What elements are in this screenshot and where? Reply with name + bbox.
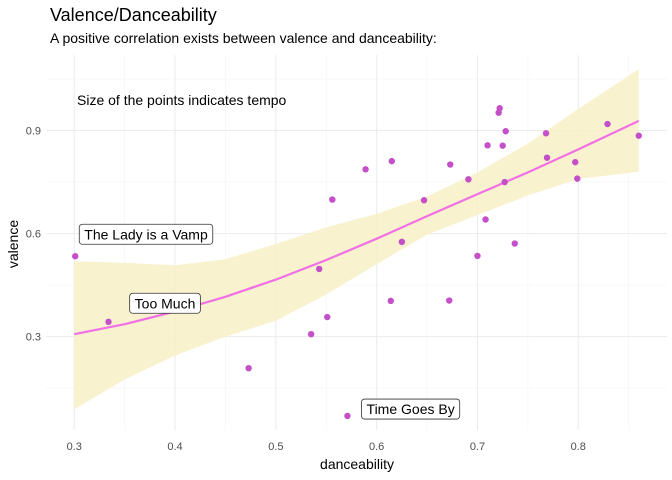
data-point xyxy=(499,142,506,149)
data-point xyxy=(542,130,550,137)
data-point xyxy=(315,265,323,273)
data-point xyxy=(329,196,336,203)
chart-title: Valence/Danceability xyxy=(50,5,217,25)
data-point xyxy=(482,216,489,223)
data-point xyxy=(388,157,395,165)
data-points xyxy=(72,105,642,420)
y-tick-label: 0.3 xyxy=(26,332,41,344)
x-tick-label: 0.8 xyxy=(571,441,586,453)
song-labels: The Lady is a Vamp Too Much Time Goes By xyxy=(78,223,461,420)
data-point xyxy=(496,105,503,112)
x-tick-label: 0.3 xyxy=(67,441,82,453)
x-tick-label: 0.4 xyxy=(167,441,182,453)
data-point xyxy=(502,128,509,135)
data-point xyxy=(604,120,611,128)
song-label-text: Time Goes By xyxy=(367,401,455,417)
song-label-box xyxy=(78,223,214,245)
y-tick-label: 0.9 xyxy=(26,126,41,138)
y-axis-title: valence xyxy=(5,220,21,268)
data-point xyxy=(362,166,369,173)
data-point xyxy=(446,297,453,304)
song-label-text: The Lady is a Vamp xyxy=(84,226,208,242)
x-tick-label: 0.7 xyxy=(470,441,485,453)
data-point xyxy=(447,161,454,168)
data-point xyxy=(324,313,331,321)
data-point xyxy=(484,142,491,149)
data-point xyxy=(501,178,508,186)
data-point xyxy=(465,176,472,183)
chart-subtitle: A positive correlation exists between va… xyxy=(50,30,437,46)
song-label: Time Goes By xyxy=(361,398,461,420)
data-point xyxy=(635,132,642,139)
song-label-box xyxy=(361,398,461,420)
data-point xyxy=(511,240,518,247)
x-tick-label: 0.6 xyxy=(369,441,384,453)
confidence-band-area xyxy=(74,69,639,410)
data-point xyxy=(72,253,79,260)
data-point xyxy=(398,238,406,246)
song-label: The Lady is a Vamp xyxy=(78,223,214,245)
data-point xyxy=(105,318,112,326)
data-point xyxy=(344,412,351,420)
tempo-annotation: Size of the points indicates tempo xyxy=(77,92,287,108)
song-label-text: Too Much xyxy=(135,295,196,311)
x-axis-title: danceability xyxy=(320,456,394,472)
song-label: Too Much xyxy=(129,292,201,314)
data-point xyxy=(543,154,551,161)
x-tick-label: 0.5 xyxy=(268,441,283,453)
data-point xyxy=(572,158,579,166)
data-point xyxy=(420,197,428,204)
data-point xyxy=(387,297,394,305)
confidence-band xyxy=(74,69,639,410)
data-point xyxy=(574,175,581,182)
data-point xyxy=(307,330,315,338)
data-point xyxy=(474,252,481,260)
axis-ticks: 0.3 0.4 0.5 0.6 0.7 0.8 0.3 0.6 0.9 xyxy=(26,126,586,453)
y-tick-label: 0.6 xyxy=(26,229,41,241)
data-point xyxy=(245,364,252,372)
song-label-box xyxy=(129,292,201,314)
